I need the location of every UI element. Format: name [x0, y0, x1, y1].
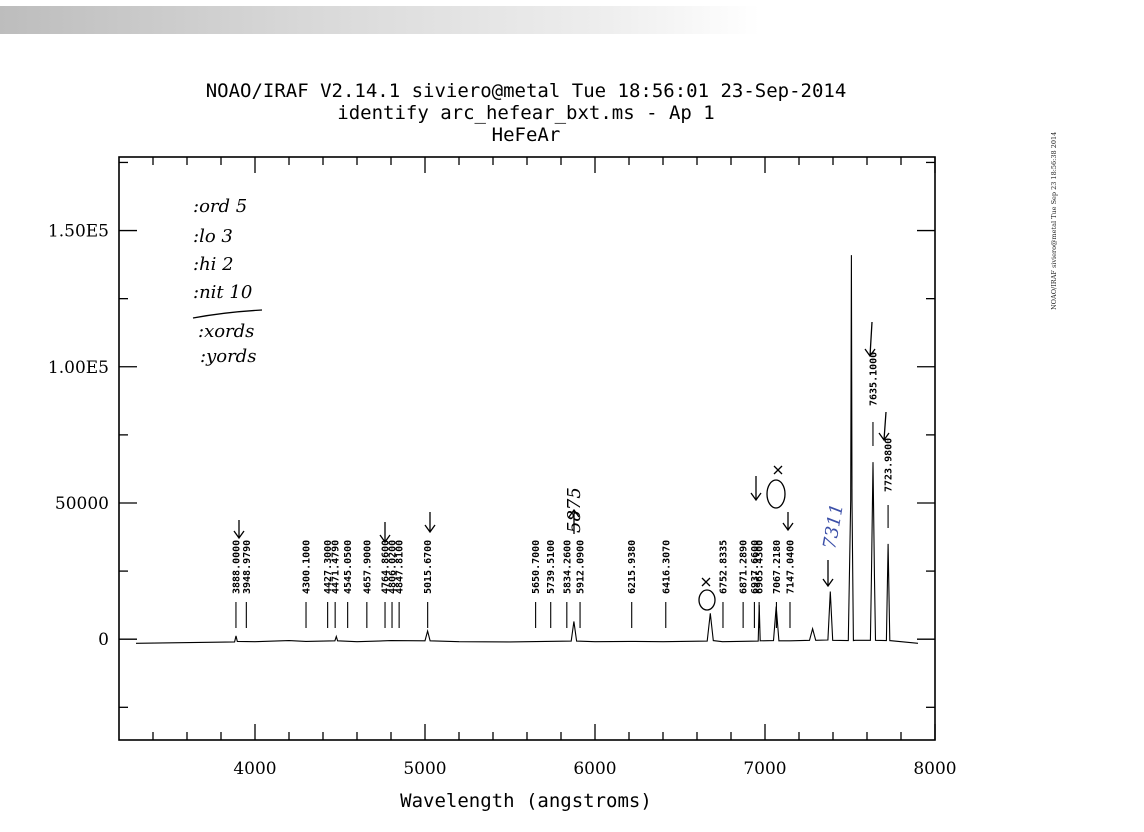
- line-label: 6752.8335: [719, 540, 730, 594]
- arrow-down-icon: [822, 560, 834, 588]
- plot-frame: [118, 156, 936, 741]
- circle-mark-icon: [698, 589, 716, 611]
- note-low-reject: :lo 3: [193, 226, 233, 247]
- arrow-down-icon: [750, 476, 762, 502]
- annotation-5875: 5875: [564, 487, 585, 533]
- plot-title-line1: NOAO/IRAF V2.14.1 siviero@metal Tue 18:5…: [205, 80, 847, 102]
- x-tick-labels: 4000 5000 6000 7000 8000: [233, 759, 956, 779]
- line-label: 3948.9790: [242, 540, 253, 594]
- line-label: 3888.0000: [232, 540, 243, 594]
- tick-marks: [119, 157, 936, 740]
- cross-mark-icon: [773, 465, 783, 475]
- note-divider: [192, 309, 263, 319]
- chart-axes: [118, 156, 936, 741]
- note-xords: :xords: [198, 321, 254, 342]
- line-label: 4545.0500: [343, 540, 354, 594]
- y-tick-label: 1.50E5: [48, 222, 109, 242]
- note-order: :ord 5: [193, 196, 247, 217]
- line-label: 7147.0400: [786, 540, 797, 594]
- line-label: 6965.4300: [755, 540, 766, 594]
- line-label: 4300.1000: [302, 540, 313, 594]
- plot-header: NOAO/IRAF V2.14.1 siviero@metal Tue 18:5…: [200, 80, 852, 146]
- line-label: 6937.6600: [750, 540, 761, 594]
- line-label: 7067.2180: [772, 540, 783, 594]
- x-tick-label: 8000: [913, 759, 956, 779]
- line-label: 6215.9380: [627, 540, 638, 594]
- arrow-down-icon: [379, 522, 391, 544]
- line-label: 6871.2890: [739, 540, 750, 594]
- handwritten-notes: :ord 5 :lo 3 :hi 2 :nit 10 :xords :yords: [192, 196, 263, 367]
- plot-title-line2: identify arc_hefear_bxt.ms - Ap 1: [337, 102, 715, 124]
- y-tick-label: 0: [98, 630, 109, 650]
- line-label: 7723.9800: [884, 438, 895, 492]
- arrow-down-icon: [864, 321, 876, 358]
- circle-mark-icon: [766, 479, 786, 509]
- note-niterate: :nit 10: [193, 282, 252, 303]
- x-axis-label: Wavelength (angstroms): [400, 790, 652, 812]
- arrow-down-icon: [424, 512, 436, 534]
- x-tick-label: 5000: [403, 759, 446, 779]
- plot-title-line3: HeFeAr: [491, 124, 561, 146]
- arrow-down-icon: [782, 512, 794, 532]
- line-label: 5739.5100: [546, 540, 557, 594]
- arrow-up-icon: [568, 508, 580, 534]
- line-label: 4657.9000: [362, 540, 373, 594]
- x-tick-label: 6000: [573, 759, 616, 779]
- scan-shadow: [0, 6, 760, 34]
- y-tick-label: 50000: [55, 494, 109, 514]
- arrow-down-icon: [878, 411, 890, 442]
- handwritten-arrows: [233, 321, 890, 611]
- x-tick-label: 4000: [233, 759, 276, 779]
- identified-lines: 3888.0000 3948.9790 4300.1000 4427.30004471…: [232, 352, 895, 628]
- line-label: 4806.0200: [388, 540, 399, 594]
- cross-mark-icon: [701, 577, 711, 587]
- note-high-reject: :hi 2: [193, 254, 234, 275]
- line-label: 5834.2600: [562, 540, 573, 594]
- arrow-down-icon: [233, 520, 245, 540]
- line-label: 5015.6700: [423, 540, 434, 594]
- spectrum-series: [135, 255, 919, 644]
- y-tick-labels: 0 50000 1.00E5 1.50E5: [48, 222, 109, 651]
- line-label: 4427.3000: [323, 540, 334, 594]
- line-label: 4847.8100: [395, 540, 406, 594]
- line-label: 6416.3070: [661, 540, 672, 594]
- x-tick-label: 7000: [743, 759, 786, 779]
- y-tick-label: 1.00E5: [48, 358, 109, 378]
- note-yords: :yords: [200, 346, 256, 367]
- line-label: 5650.7000: [531, 540, 542, 594]
- line-label: 4764.8600: [381, 540, 392, 594]
- annotation-7311: 7311: [819, 502, 848, 551]
- line-label: 4471.4790: [331, 540, 342, 594]
- line-label: 5912.0900: [576, 540, 587, 594]
- line-label: 7635.1000: [869, 352, 880, 406]
- spectrum-line: [135, 255, 919, 644]
